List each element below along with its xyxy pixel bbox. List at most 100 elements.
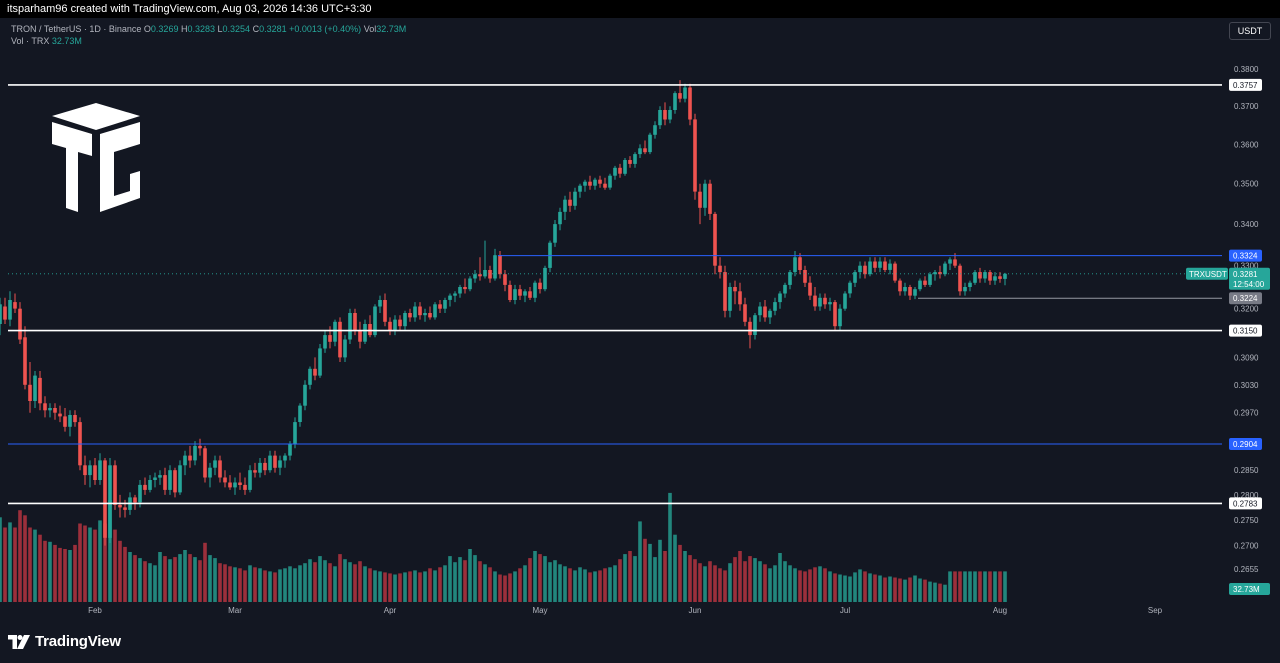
volume-bar	[953, 571, 957, 602]
volume-bar	[393, 574, 397, 602]
candle	[13, 293, 17, 313]
candle-body	[743, 304, 747, 322]
volume-bar	[613, 565, 617, 602]
candle-body	[568, 199, 572, 206]
candle-body	[323, 335, 327, 349]
level-badge-bg	[1229, 497, 1262, 510]
volume-bar	[543, 556, 547, 602]
candle	[108, 458, 112, 543]
candle	[688, 83, 692, 126]
candle	[293, 417, 297, 449]
candle	[38, 371, 42, 411]
volume-bar	[643, 538, 647, 602]
volume-bar	[793, 568, 797, 602]
volume-bar	[738, 551, 742, 602]
candle	[43, 396, 47, 418]
open-value: 0.3269	[150, 24, 179, 34]
price-tick-label: 0.2750	[1234, 516, 1259, 525]
volume-bar	[973, 571, 977, 602]
candle	[233, 477, 237, 495]
candle-body	[273, 455, 277, 468]
level-badge-label: 0.3324	[1233, 252, 1258, 261]
candle	[173, 467, 177, 498]
price-chart[interactable]: 0.38000.37000.36000.35000.34000.33000.32…	[0, 18, 1280, 629]
candle	[113, 460, 117, 510]
volume-bar	[128, 552, 132, 602]
volume-bar	[583, 569, 587, 602]
candle	[98, 453, 102, 485]
candle	[473, 270, 477, 283]
volume-bar	[158, 552, 162, 602]
candle-body	[33, 375, 37, 401]
price-badges-layer: 0.3757 0.3324 0.3224 0.3150 0.2904 0.2783 TRXU…	[1186, 78, 1270, 595]
candle	[313, 357, 317, 381]
candle	[808, 276, 812, 300]
volume-bar	[348, 562, 352, 602]
candle-body	[1003, 273, 1007, 279]
candle	[588, 175, 592, 190]
candle-body	[848, 282, 852, 294]
candle	[793, 251, 797, 277]
candle	[433, 302, 437, 320]
candle-body	[378, 300, 382, 307]
candle	[358, 321, 362, 349]
candle	[88, 460, 92, 488]
price-tick-label: 0.3090	[1234, 353, 1259, 362]
candle	[198, 438, 202, 456]
symbol-name[interactable]: TRON / TetherUS · 1D · Binance	[11, 24, 142, 34]
volume-bar	[578, 567, 582, 602]
candle-body	[963, 287, 967, 292]
volume-bar	[208, 555, 212, 602]
candle	[83, 455, 87, 485]
candle	[763, 300, 767, 322]
candle-body	[798, 257, 802, 270]
volume-legend[interactable]: Vol · TRX 32.73M	[11, 36, 82, 46]
candle	[568, 191, 572, 212]
candle-body	[983, 272, 987, 279]
volume-bar	[258, 568, 262, 602]
volume-bar	[873, 574, 877, 602]
volume-bar	[863, 571, 867, 602]
candle-body	[473, 274, 477, 279]
candle-body	[433, 304, 437, 318]
tradingview-brand[interactable]: TradingView	[8, 633, 121, 650]
candle	[813, 287, 817, 311]
candle-body	[663, 110, 667, 120]
candle	[168, 465, 172, 495]
candle-body	[903, 287, 907, 292]
candle	[868, 257, 872, 277]
currency-button[interactable]: USDT	[1229, 22, 1271, 40]
candle-body	[698, 191, 702, 208]
volume-bar	[628, 551, 632, 602]
candle-body	[773, 302, 777, 311]
candle-body	[38, 377, 42, 404]
change-value: +0.0013 (+0.40%)	[289, 24, 362, 34]
time-tick-label: Sep	[1148, 606, 1163, 615]
candle-body	[418, 306, 422, 316]
candle	[873, 257, 877, 273]
candle	[923, 276, 927, 287]
candle-body	[48, 408, 52, 411]
candle-body	[988, 272, 992, 281]
symbol-legend[interactable]: TRON / TetherUS · 1D · Binance O0.3269 H…	[11, 24, 406, 34]
chart-frame[interactable]: 0.3800 0.3700 0.3600 0.3500 0.3400 0.3300 0.32…	[0, 18, 1280, 629]
volume-bar	[473, 555, 477, 602]
volume-bar	[823, 568, 827, 602]
candle	[933, 270, 937, 281]
candle-body	[63, 416, 67, 427]
volume-bar	[18, 510, 22, 602]
volume-bar	[453, 562, 457, 602]
volume-bar	[243, 570, 247, 602]
candle-body	[728, 287, 732, 311]
vol-series-label[interactable]: Vol · TRX	[11, 36, 50, 46]
candle	[103, 458, 107, 546]
volume-bar	[73, 544, 77, 602]
volume-bar	[653, 557, 657, 602]
candle-body	[98, 460, 102, 480]
candle-body	[763, 306, 767, 318]
candle-body	[558, 211, 562, 225]
volume-bar	[448, 556, 452, 602]
candle	[858, 261, 862, 279]
volume-bar	[993, 571, 997, 602]
candle-body	[73, 415, 77, 423]
